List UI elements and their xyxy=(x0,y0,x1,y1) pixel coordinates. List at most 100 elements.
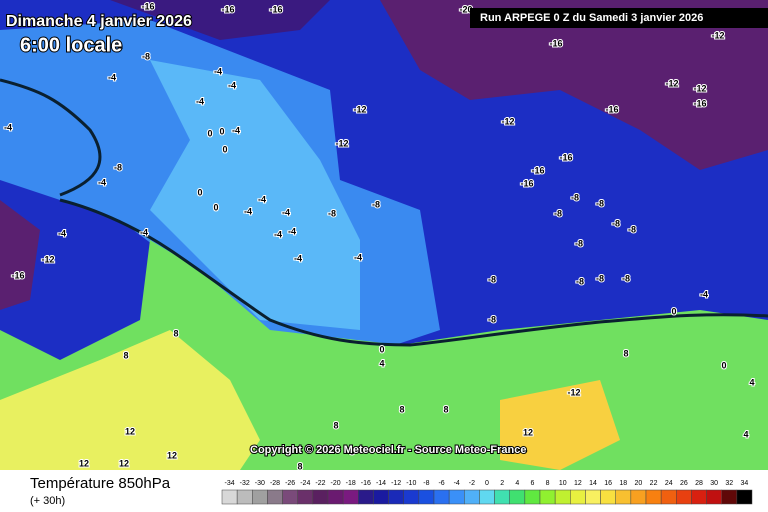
contour-label: -16 xyxy=(559,152,572,162)
legend-swatch xyxy=(464,489,480,505)
legend-swatch xyxy=(494,489,510,505)
legend-swatch xyxy=(645,489,662,505)
contour-label: 0 xyxy=(379,344,384,354)
contour-label: -4 xyxy=(214,66,222,76)
legend-swatch xyxy=(570,489,586,505)
legend-tick-label: -2 xyxy=(469,480,475,487)
legend-tick-label: 10 xyxy=(559,480,567,487)
footer-lead: (+ 30h) xyxy=(30,495,65,507)
contour-label: 0 xyxy=(197,187,202,197)
contour-label: -4 xyxy=(58,228,66,238)
contour-label: -4 xyxy=(244,206,252,216)
contour-label: -12 xyxy=(353,104,366,114)
legend-swatch xyxy=(342,489,359,505)
legend-swatch xyxy=(236,489,253,505)
legend-tick-label: 24 xyxy=(665,480,673,487)
legend-tick-label: -20 xyxy=(331,480,341,487)
legend-swatch xyxy=(721,489,738,505)
legend-swatch xyxy=(327,489,344,505)
contour-label: 8 xyxy=(333,420,338,430)
contour-label: -8 xyxy=(628,224,636,234)
legend-swatch xyxy=(418,489,435,505)
contour-label: -16 xyxy=(605,104,618,114)
legend-swatch xyxy=(373,489,389,505)
legend-swatch xyxy=(660,489,677,505)
contour-label: 4 xyxy=(743,429,748,439)
contour-label: 8 xyxy=(297,461,302,471)
contour-label: 12 xyxy=(523,427,533,437)
contour-label: 8 xyxy=(123,350,128,360)
contour-label: -4 xyxy=(140,227,148,237)
contour-label: 12 xyxy=(125,426,135,436)
legend-swatch xyxy=(706,489,722,505)
contour-label: -8 xyxy=(571,192,579,202)
legend-tick-label: -28 xyxy=(270,480,280,487)
legend-tick-label: 22 xyxy=(650,480,658,487)
contour-label: 4 xyxy=(749,377,754,387)
legend-tick-label: -18 xyxy=(346,480,356,487)
legend-tick-label: 2 xyxy=(500,480,504,487)
contour-label: -16 xyxy=(520,178,533,188)
contour-label: -8 xyxy=(114,162,122,172)
legend-tick-label: 6 xyxy=(530,480,534,487)
contour-label: -12 xyxy=(41,254,54,264)
contour-label: -4 xyxy=(274,229,282,239)
contour-label: -12 xyxy=(335,138,348,148)
legend-swatch xyxy=(630,489,647,505)
legend-swatch xyxy=(403,489,420,505)
contour-label: -4 xyxy=(354,252,362,262)
legend-tick-label: 18 xyxy=(619,480,627,487)
copyright: Copyright © 2026 Meteociel.fr - Source M… xyxy=(250,444,526,456)
legend-swatch xyxy=(388,489,404,505)
legend-swatch xyxy=(509,489,526,505)
contour-label: -16 xyxy=(269,4,282,14)
map-labels: -16 -16 -16 -20 -16 -12 -12 -12 -16 -16 -12 -12 -12 -… xyxy=(3,0,756,472)
contour-label: -8 xyxy=(488,314,496,324)
legend-tick-label: 28 xyxy=(695,480,703,487)
legend-swatch xyxy=(433,489,450,505)
contour-label: -4 xyxy=(4,122,12,132)
contour-label: -8 xyxy=(575,238,583,248)
legend-swatch xyxy=(554,489,571,505)
run-info: Run ARPEGE 0 Z du Samedi 3 janvier 2026 xyxy=(480,12,703,24)
legend-swatch xyxy=(282,489,298,505)
legend-swatch xyxy=(312,489,329,505)
contour-label: 0 xyxy=(671,306,676,316)
legend-tick-label: 16 xyxy=(604,480,612,487)
legend-swatch xyxy=(221,489,238,505)
contour-label: 8 xyxy=(349,446,354,456)
mild-region xyxy=(150,60,360,330)
contour-label: -8 xyxy=(596,198,604,208)
contour-label: -12 xyxy=(567,387,580,397)
legend-swatch xyxy=(358,489,374,505)
contour-label: -8 xyxy=(622,273,630,283)
contour-label: -4 xyxy=(288,226,296,236)
legend-tick-label: -8 xyxy=(423,480,429,487)
contour-label: -16 xyxy=(549,38,562,48)
isotherm xyxy=(0,78,102,197)
legend-swatch xyxy=(600,489,616,505)
contour-label: -4 xyxy=(98,177,106,187)
legend-tick-label: 8 xyxy=(546,480,550,487)
legend-tick-label: 12 xyxy=(574,480,582,487)
contour-label: 12 xyxy=(119,458,129,468)
contour-label: 0 xyxy=(213,202,218,212)
contour-label: -8 xyxy=(142,51,150,61)
contour-label: 0 xyxy=(207,128,212,138)
contour-label: -12 xyxy=(711,30,724,40)
legend: -34 -32 -30 -28 -26 -24 -22 -20 -18 -16 -14 -12 -10-… xyxy=(221,480,753,505)
date: Dimanche 4 janvier 2026 xyxy=(6,13,192,30)
warm-region xyxy=(500,380,620,470)
legend-tick-label: -34 xyxy=(225,480,235,487)
legend-swatch xyxy=(736,489,753,505)
contour-label: -4 xyxy=(282,207,290,217)
legend-tick-label: -22 xyxy=(315,480,325,487)
legend-tick-label: -16 xyxy=(361,480,371,487)
legend-tick-label: 0 xyxy=(485,480,489,487)
legend-tick-label: 20 xyxy=(635,480,643,487)
contour-label: -4 xyxy=(108,72,116,82)
legend-swatch xyxy=(479,489,495,505)
zero-isotherm xyxy=(59,198,768,347)
